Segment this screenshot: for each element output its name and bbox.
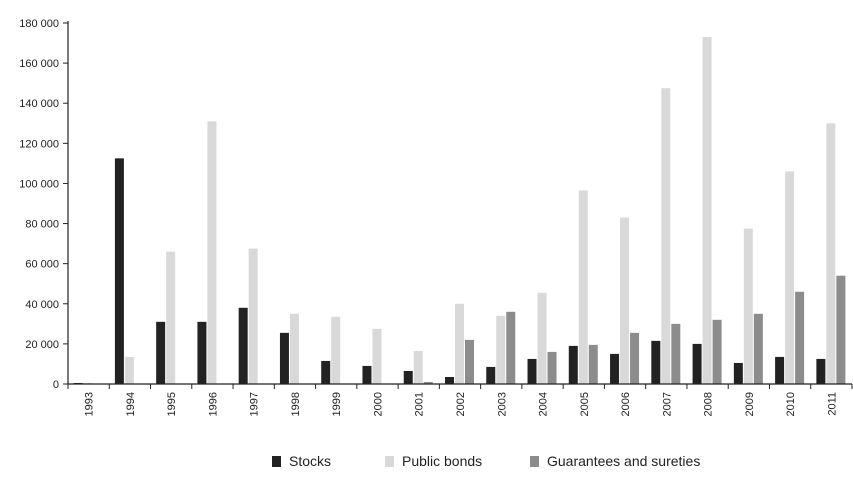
x-tick-label: 1999 [331, 392, 343, 416]
bar-stocks-1998 [279, 332, 289, 384]
bar-guarantees-and-sureties-2003 [506, 311, 516, 384]
legend-label-guarantees-and-sureties: Guarantees and sureties [547, 453, 700, 469]
x-tick-label: 2011 [826, 392, 838, 416]
bar-public-bonds-1996 [207, 121, 217, 385]
x-tick-label: 2008 [703, 392, 715, 416]
bar-stocks-2005 [568, 345, 578, 384]
bar-stocks-1999 [321, 360, 331, 384]
axes [67, 21, 852, 385]
x-axis-ticks: 1993 1994 1995 1996 1997 1998 1999 2000 2001 2002… [67, 384, 853, 416]
x-tick-label: 1997 [249, 392, 261, 416]
bar-public-bonds-2005 [578, 190, 588, 384]
bar-stocks-2000 [362, 365, 372, 384]
bar-stocks-1995 [156, 321, 166, 384]
y-tick-label: 20 000 [25, 339, 59, 351]
bar-public-bonds-2009 [743, 228, 753, 384]
x-tick-label: 1994 [125, 392, 137, 416]
bar-stocks-2010 [775, 356, 785, 384]
bar-public-bonds-2011 [826, 123, 836, 385]
bar-public-bonds-2002 [455, 303, 464, 384]
bar-guarantees-and-sureties-2001 [423, 381, 433, 384]
bar-stocks-2011 [816, 358, 826, 384]
x-tick-label: 2004 [538, 392, 550, 416]
bar-stocks-2002 [445, 376, 454, 384]
x-tick-label: 1996 [207, 392, 219, 416]
y-tick-label: 80 000 [25, 219, 59, 231]
bar-public-bonds-2000 [372, 328, 382, 384]
bar-public-bonds-1999 [331, 316, 341, 384]
x-tick-label: 2005 [579, 392, 591, 416]
bar-stocks-2006 [610, 353, 620, 384]
bar-stocks-1996 [197, 321, 207, 384]
x-tick-label: 2003 [496, 392, 508, 416]
y-tick-label: 180 000 [19, 18, 59, 30]
x-tick-label: 2000 [372, 392, 384, 416]
x-tick-label: 2010 [785, 392, 797, 416]
x-tick-label: 2006 [620, 392, 632, 416]
bar-stocks-2007 [651, 340, 661, 384]
y-tick-label: 100 000 [19, 178, 59, 190]
y-axis-ticks: 0 20 000 40 000 60 000 80 000 100 000 120 000 1… [19, 18, 68, 391]
bar-guarantees-and-sureties-2005 [588, 344, 598, 384]
legend-label-stocks: Stocks [289, 453, 331, 469]
bar-guarantees-and-sureties-2006 [630, 332, 640, 384]
bar-public-bonds-2006 [620, 217, 630, 384]
bar-stocks-2008 [692, 343, 702, 384]
x-tick-label: 1998 [290, 392, 302, 416]
bar-public-bonds-2004 [537, 292, 547, 384]
bar-guarantees-and-sureties-2008 [712, 319, 722, 384]
legend-swatch-stocks [272, 456, 281, 467]
bar-public-bonds-2003 [496, 315, 506, 384]
bar-guarantees-and-sureties-2002 [465, 339, 474, 384]
bar-stocks-2004 [527, 358, 537, 384]
bar-public-bonds-1998 [289, 313, 299, 384]
legend-label-public-bonds: Public bonds [402, 453, 482, 469]
y-tick-label: 40 000 [25, 299, 59, 311]
x-tick-label: 1993 [84, 392, 96, 416]
x-tick-label: 2002 [455, 392, 467, 416]
bar-public-bonds-1995 [166, 251, 176, 384]
y-tick-label: 140 000 [19, 98, 59, 110]
bar-public-bonds-2010 [785, 171, 795, 384]
legend: Stocks Public bonds Guarantees and suretie… [272, 453, 700, 469]
bar-guarantees-and-sureties-2010 [795, 291, 805, 384]
x-tick-label: 2007 [661, 392, 673, 416]
x-tick-label: 2009 [744, 392, 756, 416]
y-tick-label: 60 000 [25, 259, 59, 271]
x-tick-label: 1995 [166, 392, 178, 416]
bars-layer [73, 37, 846, 385]
legend-swatch-guarantees-and-sureties [530, 456, 539, 467]
bar-guarantees-and-sureties-2004 [547, 351, 557, 384]
bar-guarantees-and-sureties-2007 [671, 323, 681, 384]
y-tick-label: 160 000 [19, 58, 59, 70]
bar-public-bonds-2001 [413, 350, 423, 384]
y-tick-label: 0 [53, 379, 59, 391]
bar-public-bonds-1994 [124, 356, 134, 384]
bar-public-bonds-2007 [661, 88, 671, 385]
bar-stocks-2001 [403, 370, 413, 384]
bar-guarantees-and-sureties-2009 [753, 313, 763, 384]
bar-stocks-2003 [486, 366, 496, 384]
bar-public-bonds-1997 [248, 248, 258, 384]
legend-swatch-public-bonds [385, 456, 394, 467]
bar-guarantees-and-sureties-2011 [836, 275, 846, 384]
y-tick-label: 120 000 [19, 138, 59, 150]
bar-stocks-1994 [114, 158, 124, 384]
bar-stocks-2009 [733, 362, 743, 384]
bar-public-bonds-2008 [702, 37, 712, 385]
x-tick-label: 2001 [414, 392, 426, 416]
bar-stocks-1997 [238, 307, 248, 384]
